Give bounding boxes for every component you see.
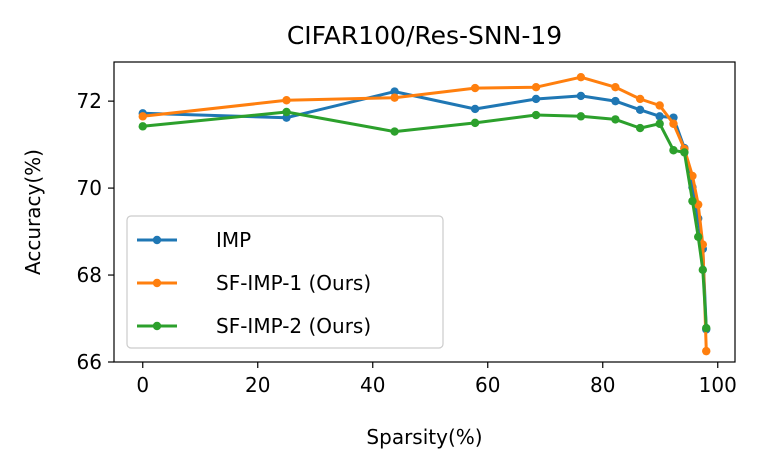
legend-item: IMP (137, 228, 251, 252)
data-point (138, 122, 147, 131)
data-point (702, 323, 711, 333)
plot-frame (113, 61, 736, 363)
data-point (531, 110, 541, 120)
data-point (655, 112, 664, 121)
data-point (576, 112, 586, 121)
legend-label: SF-IMP-1 (Ours) (216, 271, 371, 295)
x-tick-label: 40 (360, 373, 385, 397)
data-point (531, 83, 541, 92)
data-point (635, 123, 645, 133)
data-point (576, 73, 586, 82)
x-axis: 0 20 40 60 80 100 (136, 362, 737, 397)
legend-marker (152, 235, 162, 245)
data-point (611, 96, 620, 106)
data-point (611, 83, 620, 92)
y-tick-label: 66 (77, 350, 102, 374)
data-point (669, 119, 678, 128)
data-point (680, 148, 689, 157)
legend: IMP SF-IMP-1 (Ours) SF-IMP-2 (Ours) (126, 215, 444, 349)
x-tick-label: 100 (699, 373, 737, 397)
legend-item: SF-IMP-2 (Ours) (137, 314, 371, 338)
legend-marker (152, 278, 162, 288)
x-axis-label: Sparsity(%) (366, 425, 482, 449)
data-point (138, 112, 147, 121)
x-tick-label: 80 (590, 373, 615, 397)
series-2 (138, 107, 711, 333)
data-point (694, 232, 703, 241)
data-point (531, 94, 541, 104)
data-point (635, 105, 645, 115)
x-tick-label: 20 (245, 373, 270, 397)
data-point (390, 93, 399, 102)
data-point (698, 265, 707, 275)
data-point (688, 171, 697, 181)
data-point (669, 146, 678, 155)
legend-box (126, 215, 444, 349)
legend-label: SF-IMP-2 (Ours) (216, 314, 371, 338)
legend-item: SF-IMP-1 (Ours) (137, 271, 371, 295)
legend-label: IMP (216, 228, 251, 252)
data-point (655, 119, 664, 128)
data-point (470, 118, 480, 128)
data-point (576, 91, 586, 101)
x-tick-label: 0 (136, 373, 149, 397)
data-point (702, 346, 711, 356)
data-point (282, 96, 291, 105)
data-point (655, 101, 664, 110)
data-point (390, 127, 399, 136)
y-axis-label: Accuracy(%) (21, 149, 45, 275)
legend-marker (152, 321, 162, 331)
series-layer (138, 73, 711, 356)
y-tick-label: 68 (77, 263, 102, 287)
y-tick-label: 72 (77, 89, 102, 113)
x-tick-label: 60 (475, 373, 500, 397)
data-point (282, 107, 291, 117)
y-tick-label: 70 (77, 176, 102, 200)
data-point (470, 83, 480, 93)
data-point (390, 87, 399, 96)
data-point (635, 94, 645, 104)
data-point (611, 115, 620, 124)
chart-title: CIFAR100/Res-SNN-19 (287, 21, 562, 50)
y-axis: 66 68 70 72 (77, 89, 114, 374)
data-point (470, 104, 480, 114)
data-point (688, 196, 697, 206)
